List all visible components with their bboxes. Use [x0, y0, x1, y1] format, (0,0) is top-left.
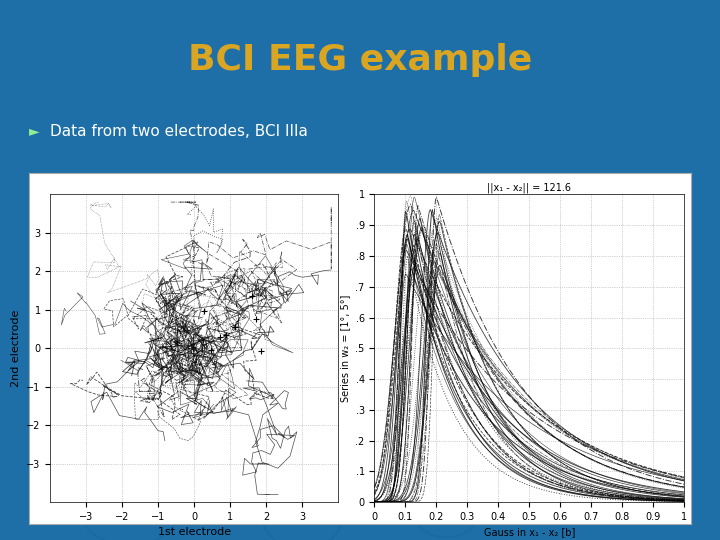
Y-axis label: 2nd electrode: 2nd electrode — [11, 309, 21, 387]
X-axis label: 1st electrode: 1st electrode — [158, 528, 231, 537]
Text: BCI EEG example: BCI EEG example — [188, 43, 532, 77]
Y-axis label: Series in w₂ = [1°, 5°]: Series in w₂ = [1°, 5°] — [340, 295, 350, 402]
Title: ||x₁ - x₂|| = 121.6: ||x₁ - x₂|| = 121.6 — [487, 182, 571, 193]
Text: Data from two electrodes, BCI IIIa: Data from two electrodes, BCI IIIa — [50, 124, 308, 139]
Text: ►: ► — [29, 124, 40, 138]
X-axis label: Gauss in x₁ - x₂ [b]: Gauss in x₁ - x₂ [b] — [484, 528, 575, 537]
